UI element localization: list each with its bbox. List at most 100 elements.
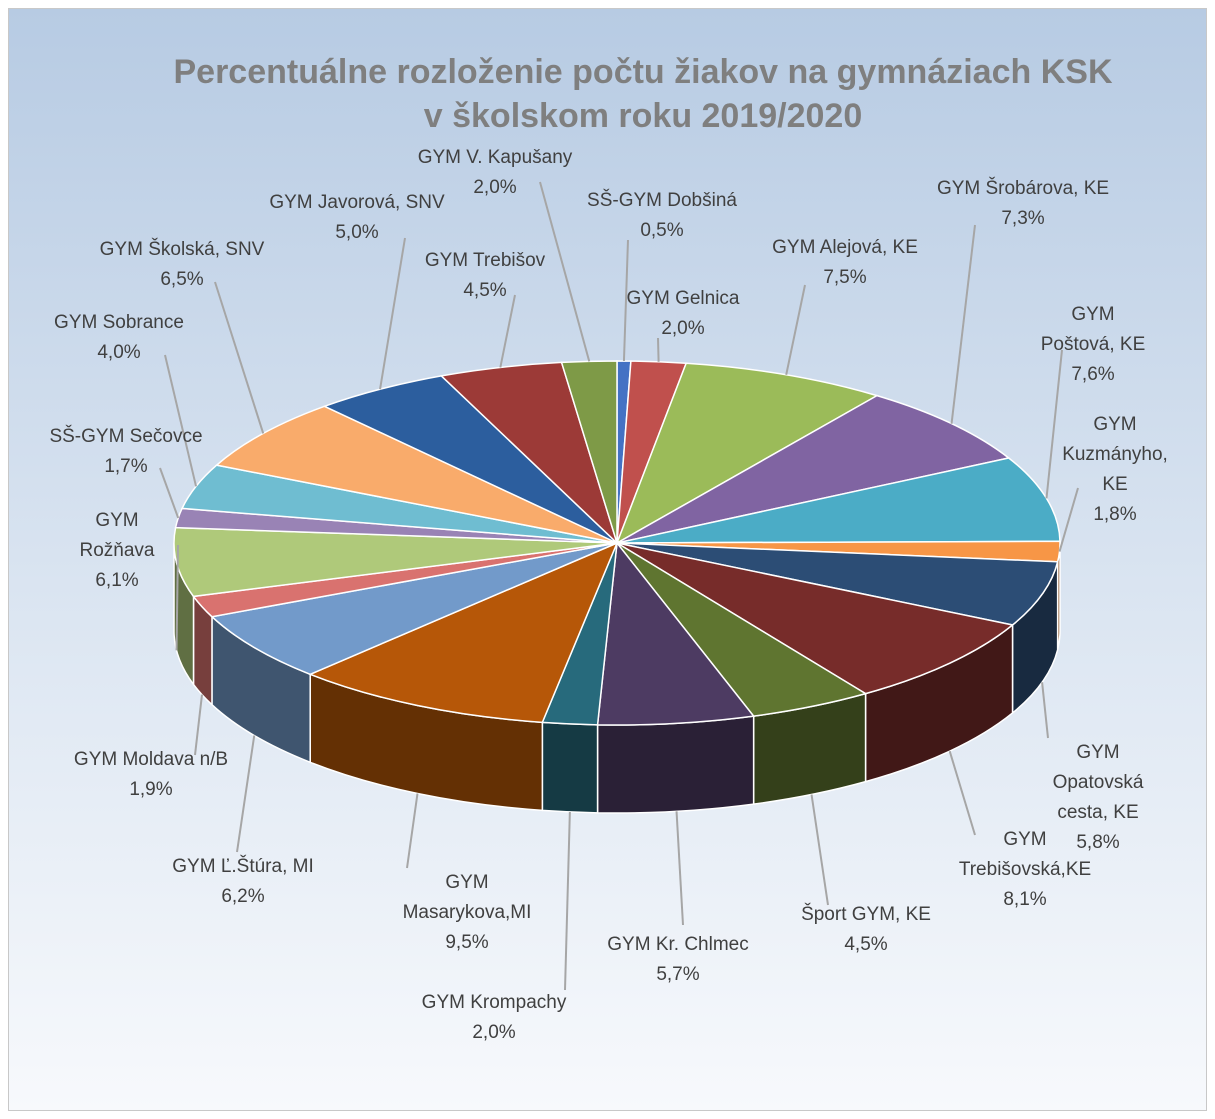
slice-name: GYM Moldava n/B bbox=[73, 749, 229, 770]
slice bbox=[214, 405, 618, 544]
slice-label: Šport GYM, KE 4,5% bbox=[801, 900, 931, 960]
slice-label: GYM Školská, SNV 6,5% bbox=[100, 235, 265, 295]
slice-value-label: 5,8% bbox=[1076, 832, 1120, 853]
slice bbox=[308, 541, 619, 724]
slice bbox=[173, 526, 618, 598]
slice-name: GYM Trebišov bbox=[424, 250, 546, 271]
slice-label: GYM Krompachy 2,0% bbox=[422, 988, 567, 1048]
leader-line bbox=[236, 735, 256, 853]
slice-value-label: 5,0% bbox=[335, 222, 379, 243]
slice-value-label: 6,2% bbox=[221, 886, 265, 907]
slice-label: GYM Poštová, KE 7,6% bbox=[1032, 300, 1154, 390]
slice-label: GYM Gelnica 2,0% bbox=[627, 284, 740, 344]
slice-label: GYM Kr. Chlmec 5,7% bbox=[607, 930, 748, 990]
slice-label: GYM Kuzmányho, KE 1,8% bbox=[1062, 410, 1168, 530]
slice-value-label: 0,5% bbox=[640, 220, 684, 241]
slice-name: GYM Opatovská cesta, KE bbox=[1052, 742, 1144, 823]
slice-value-label: 4,5% bbox=[844, 934, 888, 955]
slice-label: GYM Javorová, SNV 5,0% bbox=[269, 188, 444, 248]
slice-name: GYM Školská, SNV bbox=[99, 239, 265, 260]
slice-tops bbox=[173, 360, 1061, 726]
slice-value-label: 4,5% bbox=[463, 280, 507, 301]
slice-name: GYM Šrobárova, KE bbox=[936, 178, 1110, 199]
slice-label: GYM Masarykova,MI 9,5% bbox=[392, 868, 542, 958]
slice-label: GYM Šrobárova, KE 7,3% bbox=[937, 174, 1109, 234]
slice-name: GYM Trebišovská,KE bbox=[958, 829, 1092, 880]
slice bbox=[616, 542, 1015, 695]
slice-value-label: 2,0% bbox=[472, 1022, 516, 1043]
slice-side bbox=[541, 721, 599, 814]
leader-line bbox=[1041, 682, 1049, 739]
slice bbox=[615, 362, 879, 545]
slice-value-label: 7,3% bbox=[1001, 208, 1045, 229]
leader-line bbox=[214, 281, 265, 434]
slice-label: GYM Alejová, KE 7,5% bbox=[772, 233, 918, 293]
slice-side bbox=[596, 715, 755, 814]
leader-line bbox=[194, 694, 203, 756]
leader-line bbox=[810, 794, 829, 906]
slice-name: GYM Javorová, SNV bbox=[269, 192, 445, 213]
leader-line bbox=[950, 224, 976, 424]
slice-label: GYM Ľ.Štúra, MI 6,2% bbox=[172, 852, 313, 912]
slice-value-label: 2,0% bbox=[473, 177, 517, 198]
slice-value-label: 7,5% bbox=[823, 267, 867, 288]
slice-name: GYM Ľ.Štúra, MI bbox=[172, 856, 314, 877]
slice-name: SŠ-GYM Sečovce bbox=[49, 426, 203, 447]
slice-name: GYM Rožňava bbox=[79, 510, 155, 561]
leader-line bbox=[379, 237, 406, 390]
leader-line bbox=[539, 181, 591, 362]
slice-value-label: 6,5% bbox=[160, 269, 204, 290]
slice-name: GYM Kr. Chlmec bbox=[607, 934, 749, 955]
slice-name: GYM V. Kapušany bbox=[417, 147, 573, 168]
slice-name: GYM Poštová, KE bbox=[1040, 304, 1146, 355]
slice-label: GYM Trebišov 4,5% bbox=[425, 246, 545, 306]
slice-name: GYM Alejová, KE bbox=[772, 237, 918, 258]
leader-line bbox=[499, 294, 516, 368]
slice-name: GYM Krompachy bbox=[421, 992, 567, 1013]
chart-title: Percentuálne rozloženie počtu žiakov na … bbox=[173, 53, 1113, 135]
slice bbox=[210, 542, 618, 676]
leader-line bbox=[159, 467, 180, 519]
slice-value-label: 5,7% bbox=[656, 964, 700, 985]
slice-name: Šport GYM, KE bbox=[801, 904, 931, 925]
slice-value-label: 7,6% bbox=[1071, 364, 1115, 385]
slice-name: GYM Gelnica bbox=[626, 288, 740, 309]
leader-line bbox=[564, 811, 571, 991]
leader-line bbox=[406, 793, 419, 869]
leader-line bbox=[657, 337, 660, 362]
slice-name: GYM Kuzmányho, KE bbox=[1062, 414, 1168, 495]
slice-label: SŠ-GYM Sečovce 1,7% bbox=[49, 422, 202, 482]
slice-value-label: 2,0% bbox=[661, 318, 705, 339]
slice-name: GYM Sobrance bbox=[54, 312, 184, 333]
slice bbox=[616, 542, 1059, 626]
slice bbox=[616, 457, 1061, 544]
slice-value-label: 1,7% bbox=[104, 456, 148, 477]
slice-label: GYM Sobrance 4,0% bbox=[54, 308, 184, 368]
slice-label: GYM Opatovská cesta, KE 5,8% bbox=[1040, 738, 1157, 858]
slice-value-label: 1,8% bbox=[1093, 504, 1137, 525]
slice-value-label: 6,1% bbox=[95, 570, 139, 591]
slice-name: SŠ-GYM Dobšiná bbox=[587, 190, 737, 211]
leader-line bbox=[948, 750, 976, 836]
slice-value-label: 4,0% bbox=[97, 342, 141, 363]
slice-label: GYM V. Kapušany 2,0% bbox=[418, 143, 573, 203]
leader-line bbox=[175, 544, 179, 651]
leader-line bbox=[1045, 349, 1063, 499]
leader-line bbox=[1058, 487, 1079, 552]
slice-value-label: 8,1% bbox=[1003, 889, 1047, 910]
leader-lines bbox=[159, 181, 1079, 991]
leader-line bbox=[675, 811, 684, 926]
slice-value-label: 9,5% bbox=[445, 932, 489, 953]
slice-label: GYM Trebišovská,KE 8,1% bbox=[950, 825, 1100, 915]
slice-label: SŠ-GYM Dobšiná 0,5% bbox=[587, 186, 737, 246]
leader-line bbox=[622, 239, 629, 362]
slice-label: GYM Moldava n/B 1,9% bbox=[74, 745, 228, 805]
slice-label: GYM Rožňava 6,1% bbox=[67, 506, 167, 596]
leader-line bbox=[785, 284, 806, 376]
leader-line bbox=[164, 354, 197, 487]
slice bbox=[596, 541, 756, 726]
slice-name: GYM Masarykova,MI bbox=[402, 872, 532, 923]
slice-value-label: 1,9% bbox=[129, 779, 173, 800]
